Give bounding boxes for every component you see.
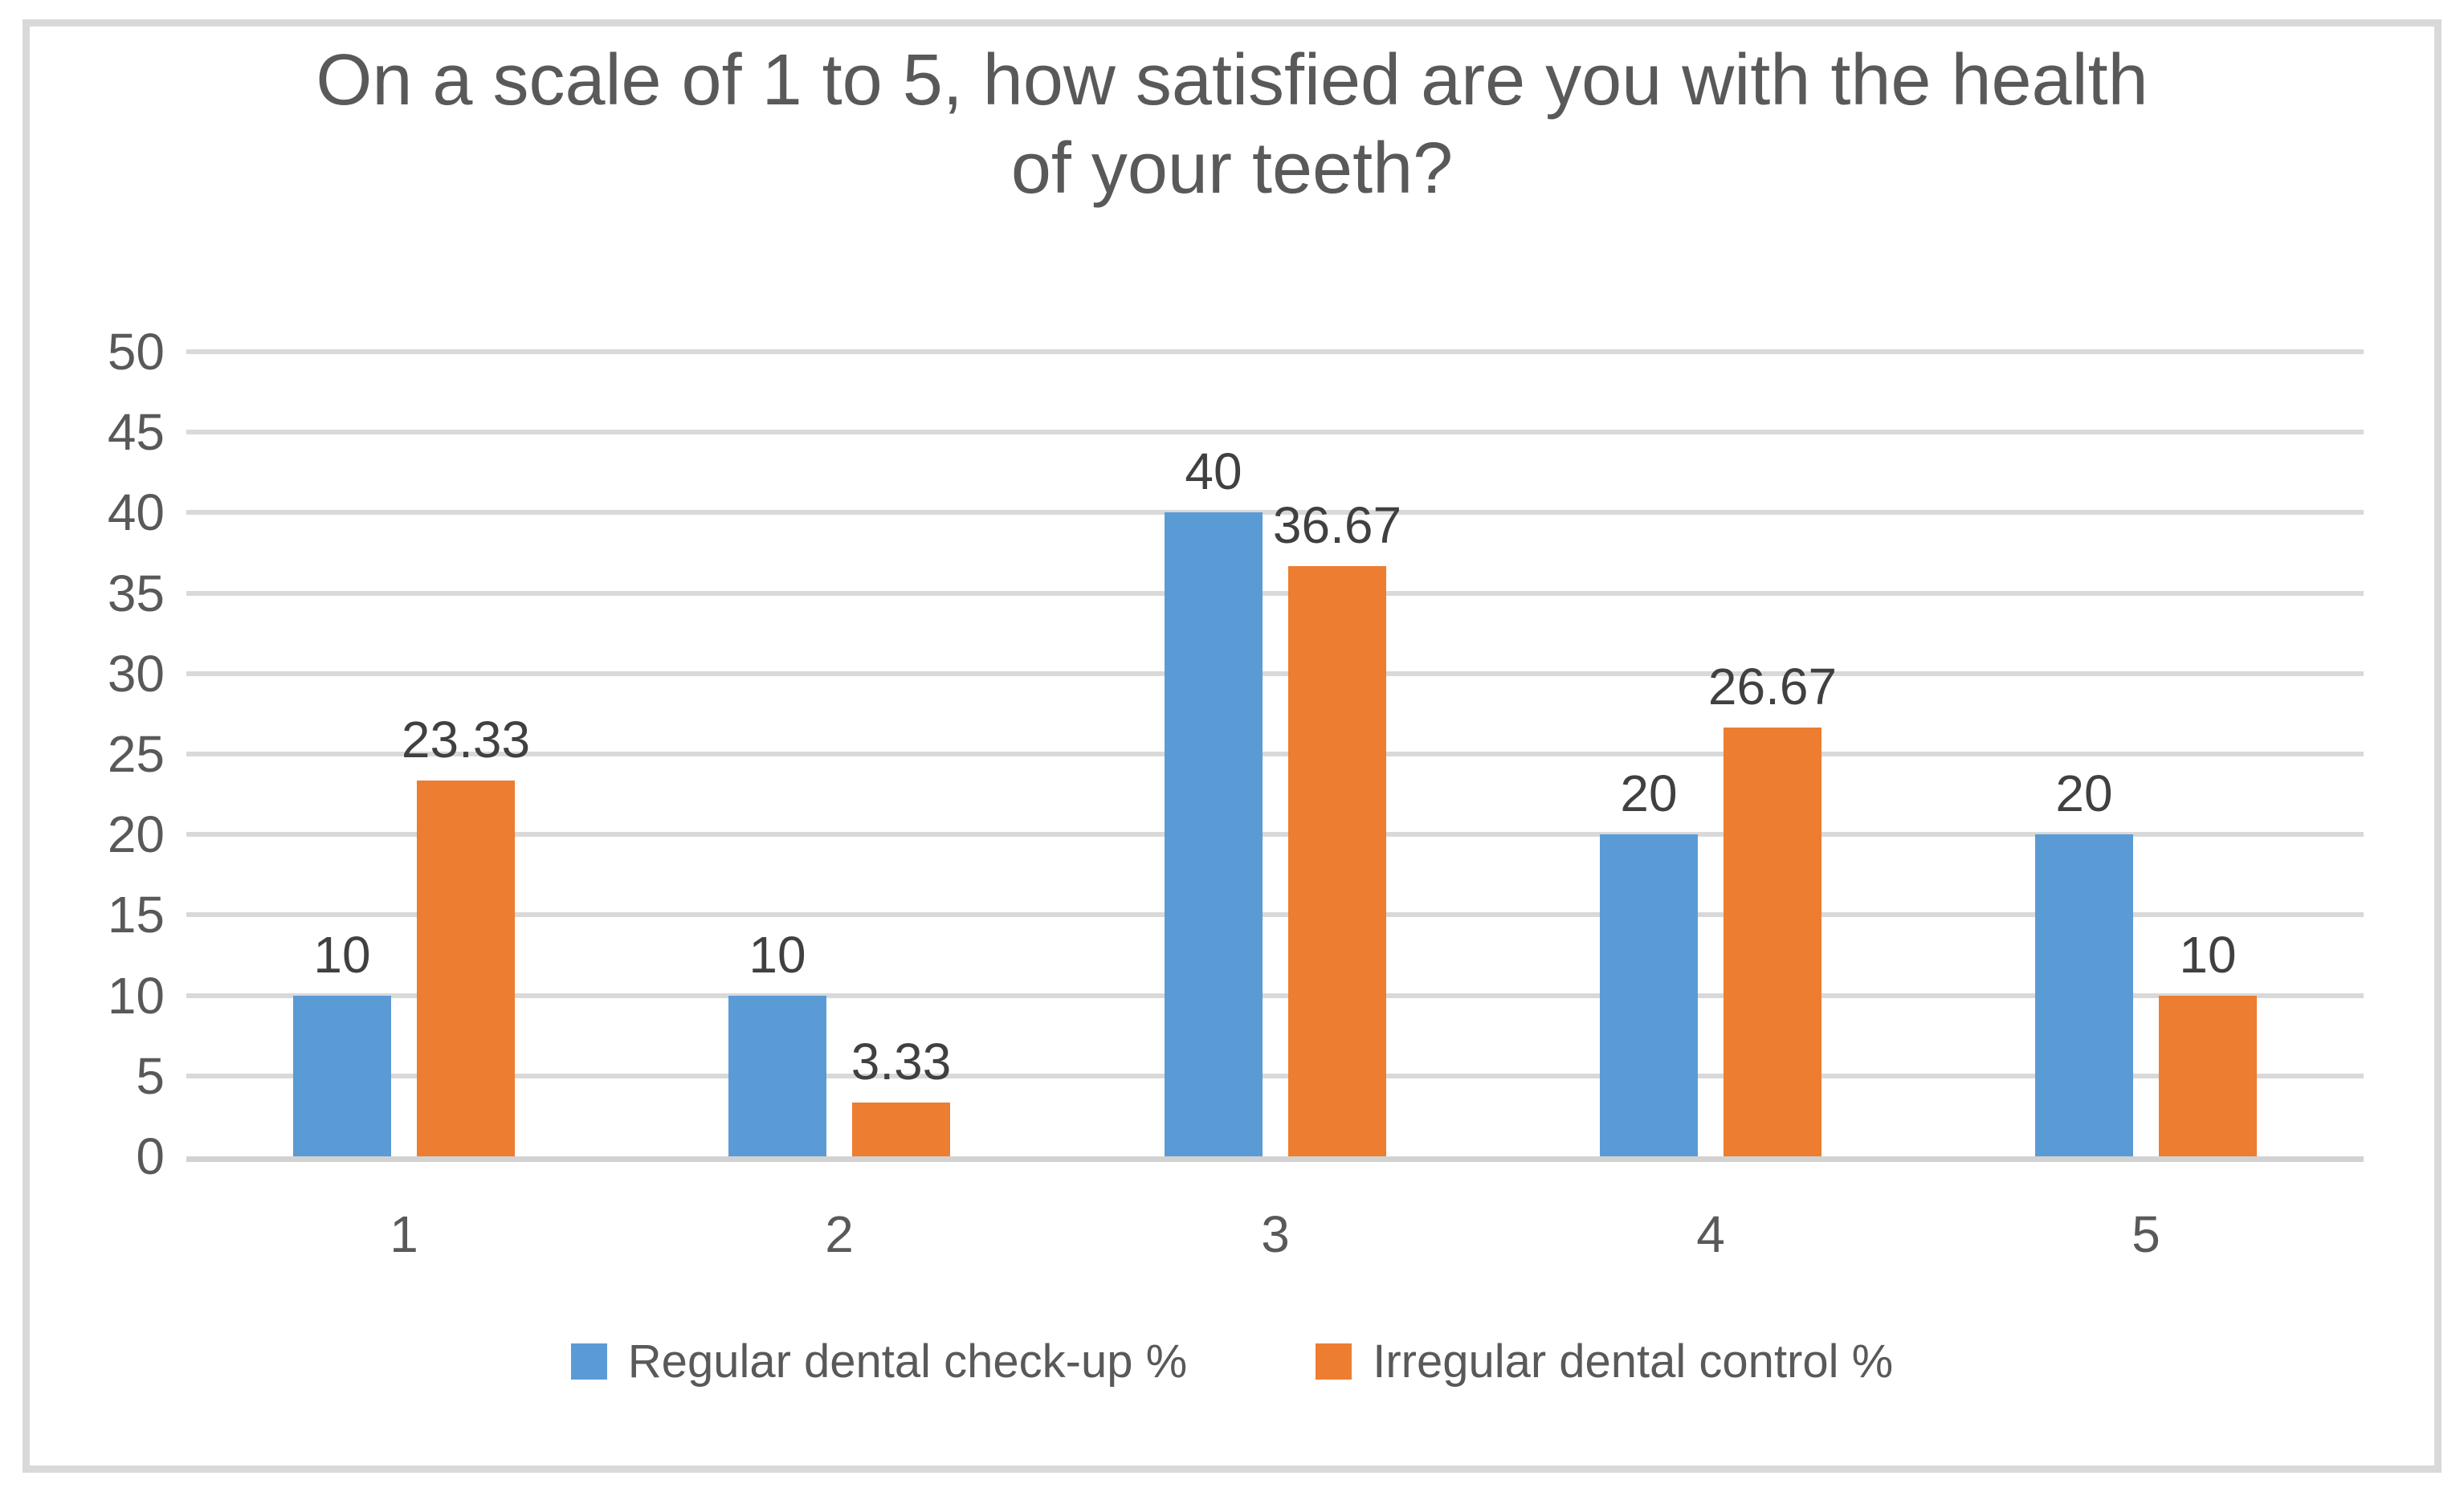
gridline-25 bbox=[186, 752, 2364, 756]
y-tick-label-5: 5 bbox=[136, 1046, 165, 1105]
data-label-regular-cat1: 10 bbox=[313, 926, 371, 984]
bar-regular-cat3 bbox=[1165, 512, 1263, 1156]
data-label-irregular-cat5: 10 bbox=[2179, 926, 2237, 984]
chart-title-line-1: On a scale of 1 to 5, how satisfied are … bbox=[316, 40, 2148, 120]
bar-irregular-cat4 bbox=[1724, 728, 1821, 1156]
bar-regular-cat2 bbox=[728, 996, 826, 1156]
gridline-35 bbox=[186, 590, 2364, 596]
legend-marker-regular-icon bbox=[570, 1343, 607, 1380]
data-label-irregular-cat4: 26.67 bbox=[1707, 658, 1838, 715]
data-label-regular-cat2: 10 bbox=[749, 926, 806, 984]
legend-marker-irregular-icon bbox=[1316, 1343, 1352, 1380]
y-tick-label-40: 40 bbox=[107, 483, 165, 542]
chart-title-line-2: of your teeth? bbox=[1010, 128, 1454, 209]
bar-regular-cat5 bbox=[2035, 834, 2133, 1156]
x-category-label-5: 5 bbox=[2132, 1205, 2160, 1263]
gridline-45 bbox=[186, 430, 2364, 435]
gridline-5 bbox=[186, 1073, 2364, 1078]
y-tick-label-15: 15 bbox=[107, 886, 165, 944]
x-category-label-4: 4 bbox=[1696, 1205, 1725, 1263]
y-tick-label-10: 10 bbox=[107, 966, 165, 1025]
bar-irregular-cat1 bbox=[417, 781, 515, 1156]
x-category-label-3: 3 bbox=[1261, 1205, 1290, 1263]
data-label-irregular-cat3: 36.67 bbox=[1272, 496, 1402, 554]
gridline-50 bbox=[186, 349, 2364, 354]
data-label-irregular-cat1: 23.33 bbox=[401, 711, 531, 768]
plot-area: 10 23.33 1 10 3.33 2 40 36.67 3 20 26.67 4 20 10 5 bbox=[186, 349, 2364, 1263]
y-tick-label-35: 35 bbox=[107, 564, 165, 622]
bar-regular-cat1 bbox=[293, 996, 391, 1156]
gridline-20 bbox=[186, 832, 2364, 838]
bar-regular-cat4 bbox=[1600, 834, 1698, 1156]
gridline-15 bbox=[186, 912, 2364, 918]
chart-title: On a scale of 1 to 5, how satisfied are … bbox=[0, 37, 2464, 214]
x-axis-line bbox=[186, 1156, 2364, 1162]
data-label-regular-cat5: 20 bbox=[2055, 764, 2113, 822]
legend-label-regular: Regular dental check-up % bbox=[627, 1335, 1188, 1388]
y-tick-label-50: 50 bbox=[107, 323, 165, 381]
legend-item-irregular: Irregular dental control % bbox=[1316, 1335, 1893, 1388]
legend-item-regular: Regular dental check-up % bbox=[570, 1335, 1188, 1388]
data-label-regular-cat4: 20 bbox=[1620, 764, 1678, 822]
y-tick-label-0: 0 bbox=[136, 1127, 165, 1185]
bar-irregular-cat2 bbox=[852, 1103, 950, 1156]
x-category-label-2: 2 bbox=[825, 1205, 854, 1263]
data-label-regular-cat3: 40 bbox=[1185, 442, 1242, 500]
gridline-10 bbox=[186, 993, 2364, 998]
data-label-irregular-cat2: 3.33 bbox=[851, 1033, 952, 1090]
y-tick-label-45: 45 bbox=[107, 403, 165, 462]
bar-irregular-cat5 bbox=[2159, 996, 2257, 1156]
legend-label-irregular: Irregular dental control % bbox=[1373, 1335, 1894, 1388]
y-tick-label-20: 20 bbox=[107, 805, 165, 864]
gridline-40 bbox=[186, 510, 2364, 516]
y-tick-label-25: 25 bbox=[107, 725, 165, 783]
gridline-30 bbox=[186, 671, 2364, 676]
y-tick-label-30: 30 bbox=[107, 644, 165, 703]
x-category-label-1: 1 bbox=[390, 1205, 418, 1263]
chart-legend: Regular dental check-up % Irregular denta… bbox=[0, 1335, 2464, 1388]
bar-irregular-cat3 bbox=[1288, 566, 1386, 1156]
